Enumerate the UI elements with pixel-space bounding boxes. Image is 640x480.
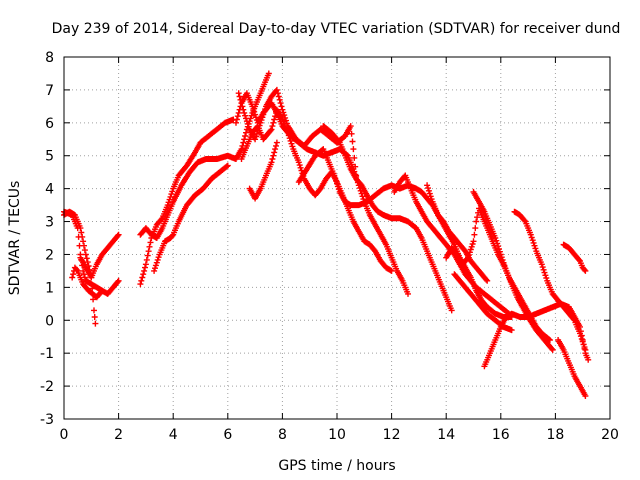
data-point-markers: [137, 116, 237, 288]
y-tick-label: 0: [45, 313, 54, 329]
y-tick-label: -1: [40, 346, 54, 362]
data-point-markers: [424, 182, 515, 320]
y-tick-label: 1: [45, 280, 54, 296]
x-tick-label: 4: [169, 427, 178, 443]
series-arc-7: [151, 162, 231, 274]
series-arc-5: [137, 116, 237, 288]
data-point-markers: [560, 241, 589, 274]
series-arc-19: [481, 300, 592, 370]
data-point-markers: [555, 337, 589, 399]
y-tick-label: -3: [40, 412, 54, 428]
y-tick-label: 5: [45, 149, 54, 165]
series-arc-22: [560, 241, 589, 274]
x-axis-ticks: 0 2 4 6 8 10 12 14 16 18 20: [60, 57, 619, 443]
y-tick-label: 8: [45, 50, 54, 66]
data-point-markers: [481, 300, 592, 370]
x-tick-label: 2: [114, 427, 123, 443]
data-point-markers: [451, 271, 515, 334]
x-tick-label: 10: [328, 427, 346, 443]
x-tick-label: 20: [601, 427, 619, 443]
series-arc-17: [451, 271, 515, 334]
x-tick-label: 14: [437, 427, 455, 443]
series-arc-3: [69, 264, 106, 301]
y-axis-ticks: -3 -2 -1 0 1 2 3 4 5 6 7 8: [40, 50, 610, 428]
y-axis-label: SDTVAR / TECUs: [7, 181, 23, 296]
x-tick-label: 12: [383, 427, 401, 443]
data-point-markers: [320, 123, 455, 314]
data-marks: [61, 70, 592, 399]
series-arc-13: [320, 123, 455, 314]
y-tick-label: 7: [45, 83, 54, 99]
series-arc-4: [77, 231, 122, 281]
data-point-markers: [246, 139, 280, 202]
data-point-markers: [511, 208, 589, 353]
data-point-markers: [151, 162, 231, 274]
series-arc-11: [246, 139, 280, 202]
chart-title: Day 239 of 2014, Sidereal Day-to-day VTE…: [52, 21, 621, 37]
series-arc-21: [555, 337, 589, 399]
data-point-markers: [69, 264, 106, 301]
x-axis-label: GPS time / hours: [278, 458, 395, 474]
data-point-markers: [470, 188, 556, 353]
y-tick-label: 3: [45, 215, 54, 231]
series-arc-18: [470, 188, 556, 353]
y-tick-label: 4: [45, 182, 54, 198]
y-tick-label: -2: [40, 379, 54, 395]
x-tick-label: 18: [546, 427, 564, 443]
y-tick-label: 2: [45, 247, 54, 263]
data-point-markers: [77, 231, 122, 281]
x-tick-label: 8: [278, 427, 287, 443]
series-arc-20: [511, 208, 589, 353]
x-tick-label: 0: [60, 427, 69, 443]
y-tick-label: 6: [45, 116, 54, 132]
grid-lines: [64, 57, 610, 419]
x-tick-label: 16: [492, 427, 510, 443]
x-tick-label: 6: [223, 427, 232, 443]
series-arc-15: [424, 182, 515, 320]
